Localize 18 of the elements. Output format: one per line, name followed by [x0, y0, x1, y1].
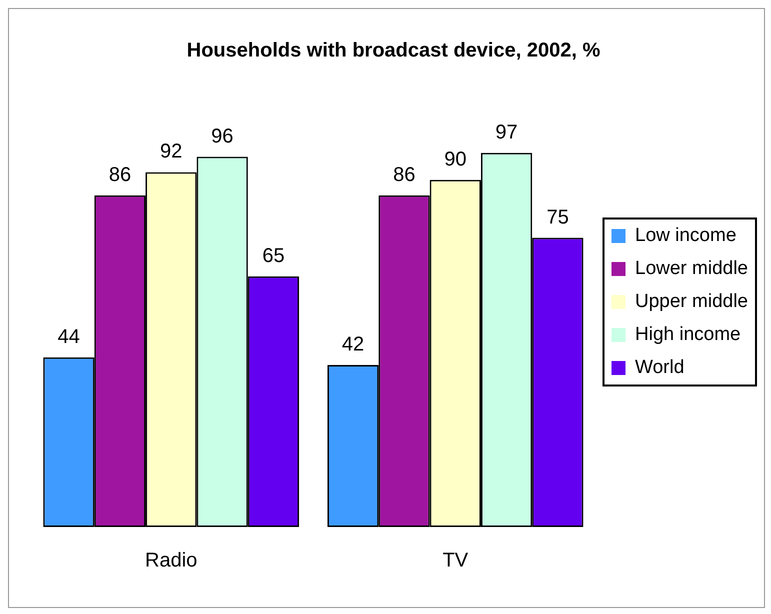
- legend-label: World: [635, 357, 684, 378]
- chart-title: Households with broadcast device, 2002, %: [186, 40, 600, 62]
- data-label: 86: [393, 164, 416, 186]
- data-label: 75: [546, 206, 569, 228]
- x-tick-label: TV: [442, 550, 469, 572]
- x-tick-label: Radio: [144, 550, 198, 572]
- legend-label: Upper middle: [635, 291, 748, 312]
- data-label: 42: [342, 334, 364, 356]
- legend-label: High income: [635, 324, 741, 346]
- data-label: 92: [160, 140, 182, 163]
- data-label: 97: [495, 121, 518, 144]
- data-label: 90: [444, 148, 466, 170]
- legend-label: Lower middle: [635, 258, 748, 280]
- legend-label: Low income: [635, 225, 736, 246]
- data-label: 44: [58, 326, 80, 348]
- data-label: 96: [211, 125, 234, 148]
- data-label: 86: [108, 164, 132, 186]
- data-label: 65: [262, 244, 285, 267]
